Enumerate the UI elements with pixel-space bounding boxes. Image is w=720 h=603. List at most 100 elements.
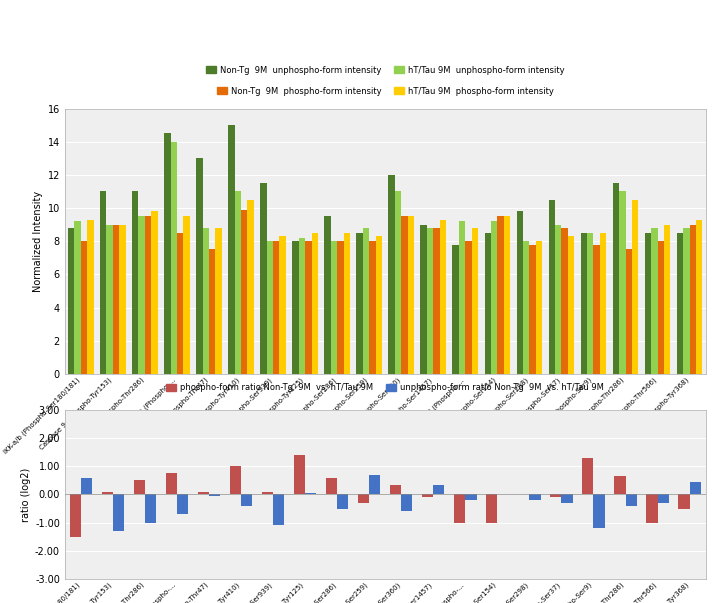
Bar	[422, 494, 433, 497]
Bar	[454, 494, 465, 523]
Bar	[427, 228, 433, 374]
Bar	[132, 192, 138, 374]
Bar	[326, 478, 337, 494]
Bar	[677, 233, 683, 374]
Bar	[376, 236, 382, 374]
Bar	[614, 476, 626, 494]
Bar	[209, 494, 220, 496]
Bar	[305, 493, 316, 494]
Bar	[312, 233, 318, 374]
Y-axis label: ratio (log2): ratio (log2)	[21, 467, 31, 522]
Bar	[529, 244, 536, 374]
Bar	[626, 250, 632, 374]
Bar	[202, 228, 209, 374]
Bar	[433, 485, 444, 494]
Bar	[209, 250, 215, 374]
Bar	[324, 216, 330, 374]
Bar	[568, 236, 575, 374]
Bar	[241, 494, 252, 506]
Bar	[273, 241, 279, 374]
Bar	[171, 142, 177, 374]
Bar	[343, 233, 350, 374]
Bar	[388, 175, 395, 374]
Bar	[81, 241, 87, 374]
Bar	[241, 210, 248, 374]
Bar	[600, 233, 606, 374]
Bar	[138, 216, 145, 374]
Bar	[395, 192, 401, 374]
Bar	[619, 192, 626, 374]
Bar	[184, 216, 190, 374]
Bar	[465, 241, 472, 374]
Bar	[549, 200, 555, 374]
Bar	[651, 228, 657, 374]
Bar	[358, 494, 369, 503]
Bar	[273, 494, 284, 525]
Bar	[555, 224, 562, 374]
Bar	[113, 494, 124, 531]
Bar	[613, 183, 619, 374]
Bar	[536, 241, 542, 374]
Bar	[215, 228, 222, 374]
Bar	[657, 494, 669, 503]
Bar	[196, 158, 202, 374]
Bar	[81, 478, 92, 494]
Bar	[151, 211, 158, 374]
Bar	[472, 228, 478, 374]
Bar	[401, 494, 413, 511]
Bar	[683, 228, 690, 374]
Bar	[562, 494, 572, 503]
Bar	[305, 241, 312, 374]
Bar	[647, 494, 657, 523]
Bar	[113, 224, 120, 374]
Bar	[587, 233, 593, 374]
Bar	[260, 183, 266, 374]
Bar	[145, 216, 151, 374]
Bar	[644, 233, 651, 374]
Bar	[228, 125, 235, 374]
Bar	[593, 244, 600, 374]
Bar	[87, 219, 94, 374]
Bar	[491, 221, 498, 374]
Bar	[177, 233, 184, 374]
Bar	[262, 491, 273, 494]
Bar	[580, 233, 587, 374]
Bar	[390, 485, 401, 494]
Bar	[68, 228, 74, 374]
Bar	[369, 241, 376, 374]
Bar	[299, 238, 305, 374]
Bar	[107, 224, 113, 374]
Bar	[134, 481, 145, 494]
Bar	[401, 216, 408, 374]
Bar	[70, 494, 81, 537]
Bar	[465, 494, 477, 500]
Bar	[369, 475, 380, 494]
Bar	[504, 216, 510, 374]
Bar	[440, 219, 446, 374]
Bar	[279, 236, 286, 374]
Bar	[356, 233, 363, 374]
Bar	[292, 241, 299, 374]
Bar	[102, 491, 113, 494]
Bar	[550, 494, 562, 497]
Bar	[632, 200, 639, 374]
Bar	[452, 244, 459, 374]
Bar	[486, 494, 498, 523]
Bar	[198, 491, 209, 494]
Bar	[433, 228, 440, 374]
Bar	[235, 192, 241, 374]
Bar	[690, 224, 696, 374]
Bar	[593, 494, 605, 528]
Bar	[485, 233, 491, 374]
Bar	[498, 216, 504, 374]
Bar	[657, 241, 664, 374]
Bar	[74, 221, 81, 374]
Bar	[523, 241, 529, 374]
Bar	[294, 455, 305, 494]
Bar	[626, 494, 636, 506]
Bar	[100, 192, 107, 374]
Bar	[408, 216, 414, 374]
Bar	[230, 466, 241, 494]
Bar	[337, 241, 343, 374]
Bar	[562, 228, 568, 374]
